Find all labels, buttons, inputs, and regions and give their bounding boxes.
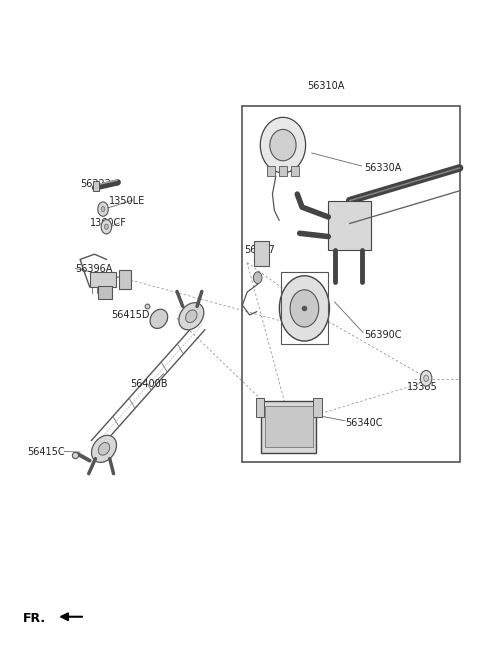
Bar [267,166,276,176]
Bar [290,166,299,176]
Text: 56322: 56322 [80,179,111,190]
Ellipse shape [279,276,329,341]
Bar [256,398,264,417]
Bar [265,406,312,447]
Ellipse shape [290,290,319,327]
Circle shape [101,220,112,234]
Ellipse shape [253,272,262,283]
Bar [90,272,116,287]
Bar [119,270,131,289]
Bar [98,285,112,298]
Text: 56396A: 56396A [75,264,113,274]
Circle shape [424,375,429,382]
Bar [313,398,322,417]
Bar [254,241,269,266]
Bar [242,106,459,462]
Ellipse shape [260,117,306,173]
Circle shape [98,202,108,216]
Text: 56340C: 56340C [345,418,383,428]
Circle shape [420,371,432,386]
Text: 56400B: 56400B [130,379,168,388]
Bar [93,181,99,192]
Ellipse shape [98,443,110,455]
Text: 56330A: 56330A [364,163,401,173]
Text: 1360CF: 1360CF [90,218,127,228]
Ellipse shape [179,302,204,330]
Text: 56310A: 56310A [307,81,344,91]
Text: 56397: 56397 [244,245,275,255]
Bar [328,201,371,250]
Text: 56415C: 56415C [28,447,65,457]
Ellipse shape [270,129,296,161]
Circle shape [105,224,108,230]
Text: 56415D: 56415D [111,310,150,320]
Text: FR.: FR. [23,612,46,625]
Bar [279,166,287,176]
Circle shape [101,207,105,212]
Bar [262,401,316,453]
Text: 13385: 13385 [407,382,438,392]
Ellipse shape [150,309,168,329]
Bar [281,272,328,344]
Text: 56390C: 56390C [364,329,402,340]
Ellipse shape [186,310,197,323]
Ellipse shape [92,436,117,462]
Text: 1350LE: 1350LE [109,195,145,205]
